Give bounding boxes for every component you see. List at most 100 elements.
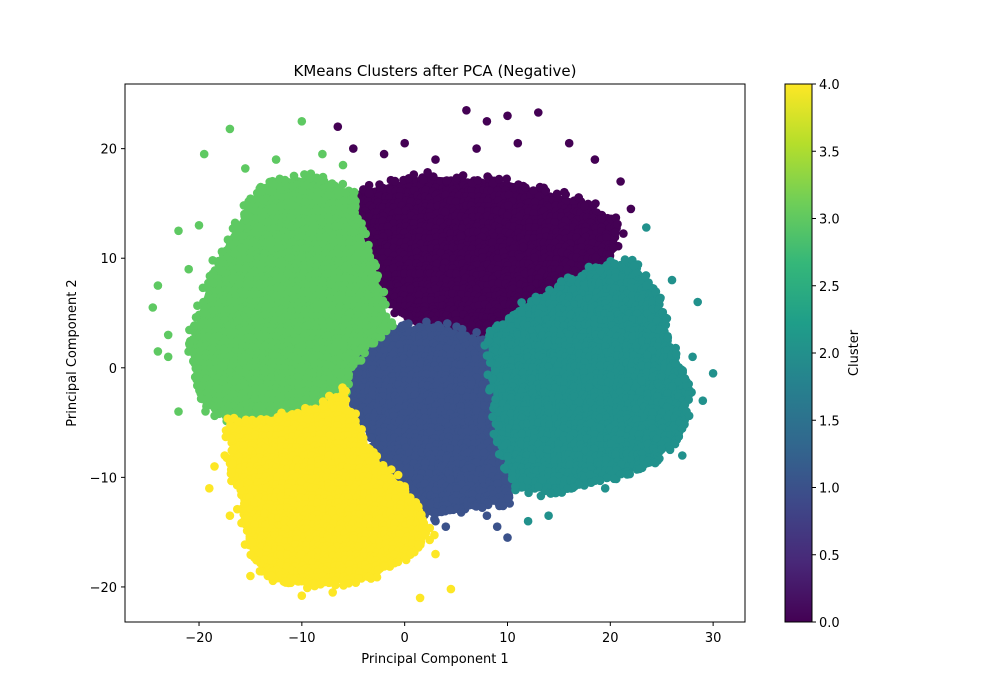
- cluster-point: [369, 412, 378, 422]
- cluster-point: [478, 360, 487, 370]
- cluster-outlier: [462, 106, 471, 115]
- cluster-point: [534, 482, 543, 492]
- cluster-point: [668, 382, 677, 392]
- cluster-point: [446, 444, 455, 454]
- cluster-point: [503, 201, 513, 210]
- cluster-point: [553, 487, 562, 497]
- cluster-3-points: [148, 117, 397, 429]
- cluster-point: [513, 345, 523, 355]
- cluster-outlier: [688, 352, 697, 362]
- cluster-outlier: [441, 522, 451, 531]
- cluster-point: [517, 429, 527, 439]
- cluster-point: [312, 173, 322, 183]
- cluster-point: [485, 384, 495, 393]
- cluster-point: [448, 289, 457, 299]
- cluster-point: [240, 368, 250, 377]
- cluster-point: [616, 430, 625, 439]
- cluster-point: [543, 445, 552, 454]
- cluster-point: [456, 331, 465, 340]
- cluster-point: [366, 305, 375, 314]
- cluster-point: [339, 188, 349, 197]
- cluster-point: [523, 476, 532, 486]
- cluster-point: [631, 404, 641, 414]
- cluster-point: [493, 479, 502, 488]
- cluster-outlier: [503, 533, 512, 542]
- cluster-point: [446, 229, 455, 238]
- cluster-point: [421, 338, 431, 348]
- cluster-point: [387, 299, 397, 309]
- cluster-point: [538, 475, 547, 485]
- cluster-point: [577, 271, 587, 281]
- cluster-point: [642, 281, 651, 291]
- cluster-point: [472, 328, 481, 337]
- cluster-point: [219, 295, 228, 305]
- cluster-point: [507, 474, 517, 484]
- cluster-point: [313, 206, 322, 215]
- cluster-point: [209, 306, 218, 315]
- cluster-point: [368, 390, 377, 400]
- cluster-point: [323, 206, 332, 215]
- cluster-point: [425, 395, 435, 405]
- cluster-outlier: [544, 511, 553, 520]
- cluster-point: [595, 361, 605, 370]
- cluster-outlier: [333, 122, 343, 131]
- cluster-point: [463, 427, 472, 436]
- cluster-point: [504, 190, 514, 200]
- cluster-point: [297, 252, 306, 262]
- cluster-point: [550, 456, 560, 466]
- cluster-point: [318, 172, 328, 182]
- cluster-outlier: [534, 108, 543, 117]
- cluster-point: [671, 349, 681, 359]
- cluster-point: [399, 309, 409, 318]
- cluster-point: [503, 452, 512, 461]
- cluster-point: [306, 173, 315, 183]
- cluster-point: [446, 474, 455, 484]
- cluster-outlier: [698, 396, 708, 406]
- cluster-point: [545, 420, 554, 429]
- cluster-point: [680, 400, 690, 409]
- cluster-point: [574, 342, 583, 351]
- cluster-point: [580, 201, 589, 211]
- cluster-point: [581, 341, 591, 350]
- cluster-point: [596, 434, 606, 443]
- cluster-point: [611, 228, 620, 237]
- cluster-point: [671, 359, 680, 369]
- cluster-point: [280, 175, 290, 185]
- cluster-point: [663, 389, 672, 398]
- cluster-point: [327, 179, 337, 188]
- cluster-point: [538, 366, 547, 376]
- cluster-point: [494, 174, 504, 184]
- cluster-point: [288, 377, 297, 387]
- cluster-point: [518, 368, 528, 377]
- cluster-point: [605, 250, 615, 259]
- cluster-point: [602, 232, 611, 242]
- cluster-point: [472, 475, 481, 485]
- cluster-point: [640, 272, 650, 281]
- cluster-point: [677, 424, 687, 433]
- cluster-point: [395, 396, 405, 405]
- cluster-point: [350, 397, 360, 407]
- cluster-point: [462, 392, 472, 402]
- cluster-point: [467, 320, 476, 330]
- plot-area: [148, 106, 718, 603]
- cluster-1-points: [341, 317, 515, 542]
- cluster-point: [230, 249, 239, 258]
- cluster-point: [541, 186, 551, 196]
- cluster-point: [609, 474, 619, 484]
- cluster-point: [484, 336, 493, 346]
- cluster-outlier: [708, 369, 718, 378]
- cluster-point: [494, 421, 503, 430]
- cluster-point: [364, 180, 374, 190]
- cluster-point: [335, 221, 344, 231]
- cluster-point: [270, 180, 279, 190]
- cluster-point: [421, 185, 431, 195]
- cluster-point: [429, 323, 439, 332]
- cluster-point: [276, 185, 285, 195]
- cluster-point: [276, 315, 285, 325]
- cluster-point: [214, 384, 224, 393]
- cluster-point: [409, 170, 419, 179]
- cluster-point: [478, 253, 488, 262]
- cluster-point: [220, 336, 230, 346]
- cluster-point: [303, 320, 313, 330]
- cluster-point: [657, 444, 667, 454]
